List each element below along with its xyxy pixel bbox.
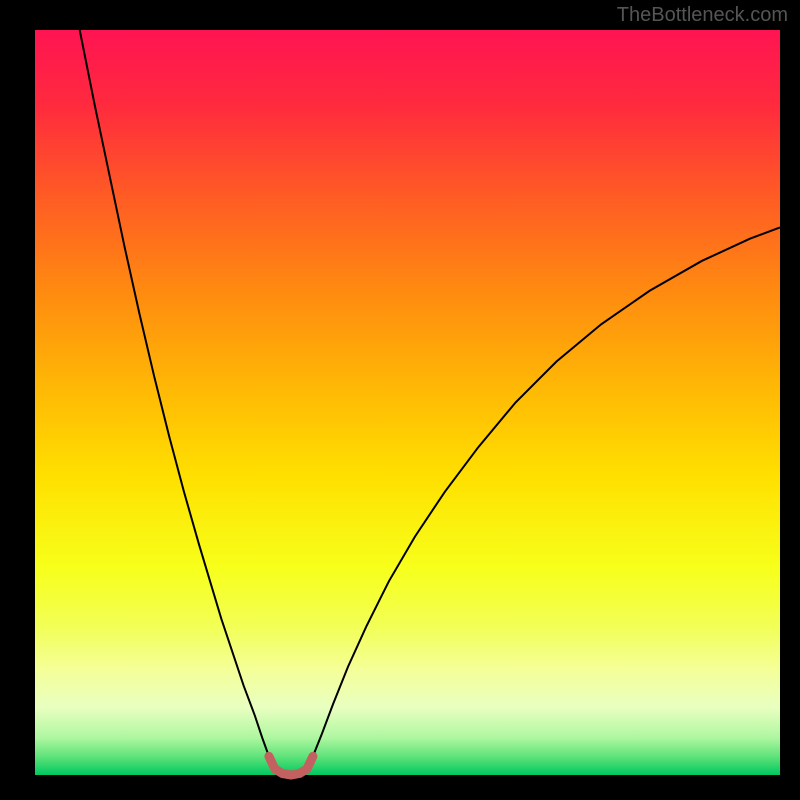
watermark-text: TheBottleneck.com xyxy=(617,4,788,27)
left-curve xyxy=(80,30,269,756)
chart-plot-area xyxy=(35,30,780,775)
chart-curves-layer xyxy=(35,30,780,775)
right-curve xyxy=(313,227,780,756)
trough-curve xyxy=(269,756,313,775)
